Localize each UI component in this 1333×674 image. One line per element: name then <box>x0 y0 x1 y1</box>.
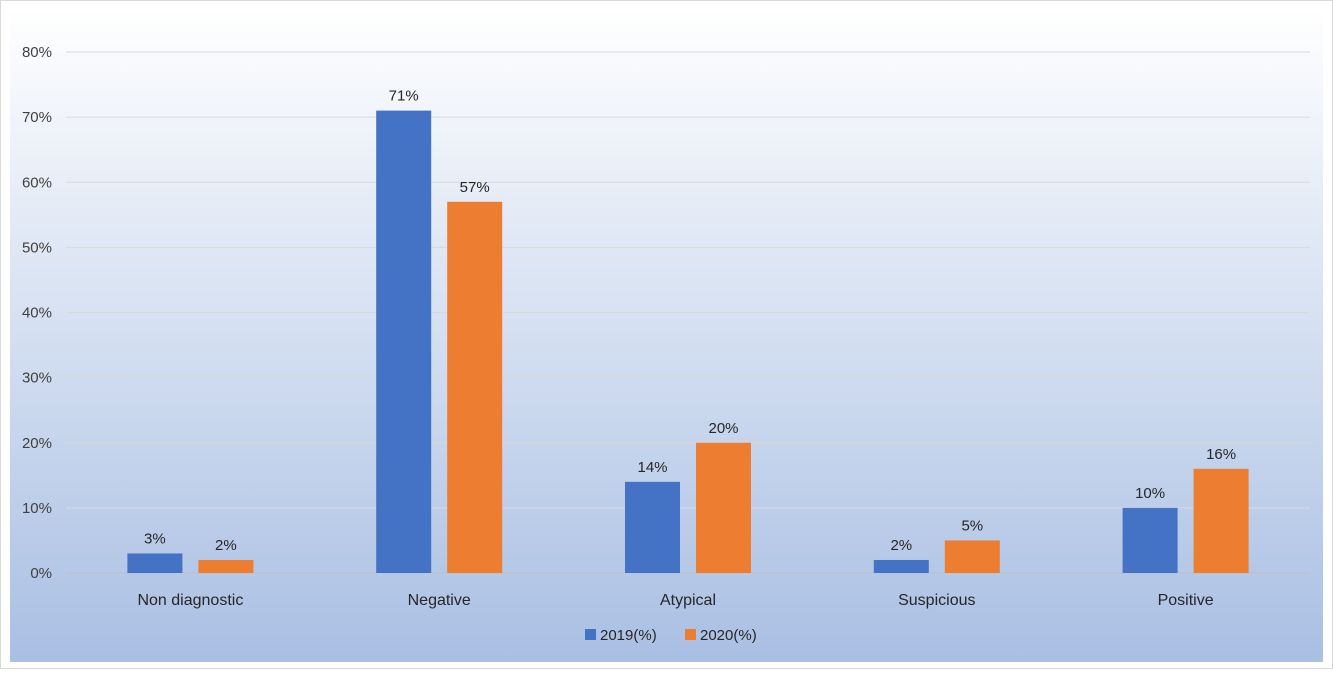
y-tick-label: 50% <box>22 239 52 256</box>
gridlines <box>66 51 1310 574</box>
data-label: 71% <box>389 88 419 105</box>
data-label: 20% <box>708 420 738 437</box>
bar <box>447 201 503 573</box>
bars <box>127 110 1249 574</box>
bar <box>198 559 254 573</box>
data-label: 2% <box>215 537 237 554</box>
y-tick-label: 10% <box>22 500 52 517</box>
data-label: 14% <box>637 459 667 476</box>
y-tick-label: 0% <box>30 565 52 582</box>
bar <box>873 559 929 573</box>
bar <box>1193 468 1249 573</box>
bar <box>127 553 183 573</box>
bar <box>625 481 680 573</box>
y-tick-label: 20% <box>22 435 52 452</box>
data-label: 3% <box>144 530 166 547</box>
data-label: 2% <box>890 537 912 554</box>
x-tick-label: Positive <box>1158 592 1214 609</box>
y-axis-tick-labels: 0% 10% 20% 30% 40% 50% 60% 70% 80% <box>22 44 52 582</box>
x-tick-label: Negative <box>408 592 471 609</box>
data-label: 5% <box>961 517 983 534</box>
x-tick-label: Suspicious <box>898 592 975 609</box>
x-axis-tick-labels: Non diagnostic Negative Atypical Suspicious… <box>137 592 1213 609</box>
legend-label: 2020(%) <box>700 627 757 644</box>
legend-label: 2019(%) <box>600 627 657 644</box>
bar <box>1122 507 1178 573</box>
data-label: 57% <box>460 179 490 196</box>
data-labels: 3% 2% 71% 57% 14% 20% 2% 5% 10% 16% <box>144 88 1236 554</box>
x-tick-label: Non diagnostic <box>137 592 243 609</box>
legend-swatch <box>585 629 596 640</box>
bar <box>696 442 751 573</box>
legend: 2019(%) 2020(%) <box>585 627 757 644</box>
data-label: 16% <box>1206 446 1236 463</box>
y-tick-label: 70% <box>22 109 52 126</box>
y-tick-label: 30% <box>22 370 52 387</box>
x-tick-label: Atypical <box>660 592 716 609</box>
y-tick-label: 80% <box>22 44 52 61</box>
y-tick-label: 40% <box>22 305 52 322</box>
data-label: 10% <box>1135 485 1165 502</box>
bar <box>944 540 1000 573</box>
y-tick-label: 60% <box>22 174 52 191</box>
bar <box>376 110 432 574</box>
legend-swatch <box>685 629 696 640</box>
